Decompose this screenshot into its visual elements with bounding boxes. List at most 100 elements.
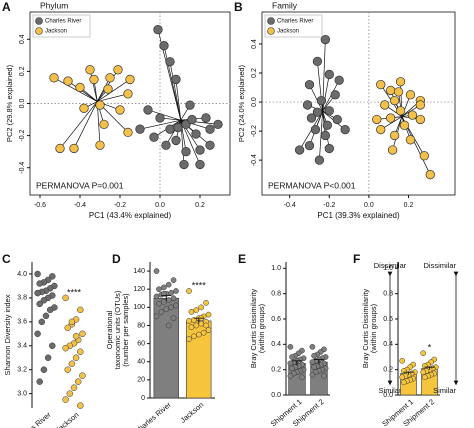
point	[173, 288, 179, 294]
y-tick-label: -0.4	[251, 154, 258, 166]
point	[399, 374, 406, 381]
point	[421, 363, 428, 369]
point	[156, 286, 162, 293]
point	[340, 124, 350, 135]
point	[38, 318, 46, 326]
point	[68, 318, 76, 326]
point	[64, 324, 71, 332]
y-tick-label: 0.4	[251, 39, 258, 49]
point	[165, 124, 175, 134]
y-tick-label: 0.0	[271, 392, 281, 399]
point	[186, 336, 192, 342]
point	[46, 306, 54, 314]
point	[405, 90, 416, 100]
significance: *	[428, 343, 432, 353]
point	[399, 120, 410, 130]
error-bar	[314, 359, 324, 365]
point	[203, 322, 209, 329]
point	[77, 306, 84, 314]
point	[62, 294, 69, 302]
point	[165, 297, 172, 303]
y-axis-label: (within groups)	[257, 303, 266, 353]
point	[376, 124, 386, 135]
point	[34, 289, 41, 297]
point	[135, 124, 145, 134]
point	[40, 366, 48, 373]
point	[312, 56, 323, 67]
point	[393, 87, 404, 97]
point	[69, 143, 79, 154]
point	[44, 354, 52, 361]
legend-box	[32, 14, 91, 38]
point	[34, 330, 41, 338]
point	[415, 114, 426, 125]
point	[306, 113, 317, 123]
y-axis-label: Bray Curtis Dissimilarity	[249, 289, 258, 368]
y-tick-label: 0	[141, 395, 145, 402]
y-tick-label: 4.0	[17, 271, 27, 278]
point	[155, 113, 165, 123]
point	[156, 300, 162, 307]
y-tick-label: 3.2	[17, 367, 27, 374]
point	[302, 100, 313, 110]
point	[386, 85, 396, 96]
x-tick-label: -0.4	[74, 202, 86, 209]
point	[400, 368, 407, 374]
x-tick-label: -0.2	[323, 202, 335, 209]
x-tick-label: -0.4	[284, 202, 296, 209]
y-tick-label: 3.4	[17, 343, 27, 350]
point	[153, 313, 160, 320]
point	[173, 302, 179, 309]
x-tick-label: 0.2	[404, 202, 414, 209]
y-tick-label: 0.6	[383, 316, 393, 323]
y-axis-label: PC2 (24.0% explained)	[237, 64, 246, 142]
point	[72, 332, 80, 340]
x-tick-label: Charles River	[132, 400, 173, 428]
y-tick-label: 0.4	[271, 341, 281, 348]
y-tick-label: 20	[137, 377, 145, 384]
x-tick-label: 0.2	[195, 202, 205, 209]
spoke	[97, 79, 131, 102]
point	[123, 127, 133, 138]
point	[188, 324, 195, 331]
x-axis-label: PC1 (43.4% explained)	[89, 211, 172, 220]
error-bar	[403, 371, 414, 375]
point	[320, 130, 330, 141]
point	[34, 270, 41, 278]
y-tick-label: 0.0	[383, 392, 393, 399]
point	[185, 100, 195, 110]
spoke	[53, 77, 98, 102]
y-tick-label: 0.4	[383, 341, 393, 348]
point	[324, 106, 334, 116]
point	[125, 74, 135, 85]
y-tick-label: 120	[133, 286, 145, 293]
spoke	[322, 111, 330, 149]
point	[36, 280, 43, 287]
y-tick-label: -0.2	[251, 125, 258, 137]
point	[170, 315, 177, 322]
point	[203, 299, 209, 306]
point	[173, 122, 183, 133]
point	[195, 331, 202, 338]
annotation: PERMANOVA P=0.001	[36, 180, 124, 190]
spoke	[169, 61, 182, 121]
point	[195, 159, 205, 170]
point	[421, 374, 428, 381]
point	[289, 354, 295, 360]
y-axis-label: Bray Curtis Dissimilarity	[361, 289, 370, 368]
point	[49, 73, 59, 83]
point	[205, 311, 212, 318]
spoke	[163, 45, 182, 121]
point	[163, 306, 170, 312]
point	[186, 318, 192, 324]
point	[165, 322, 172, 329]
point	[304, 140, 315, 151]
point	[420, 350, 427, 357]
y-tick-label: -0.4	[19, 162, 26, 174]
error-bar	[193, 317, 204, 324]
y-tick-label: 0.2	[271, 367, 281, 374]
point	[68, 360, 76, 367]
point	[310, 124, 321, 135]
point	[311, 352, 317, 359]
point	[79, 372, 86, 379]
